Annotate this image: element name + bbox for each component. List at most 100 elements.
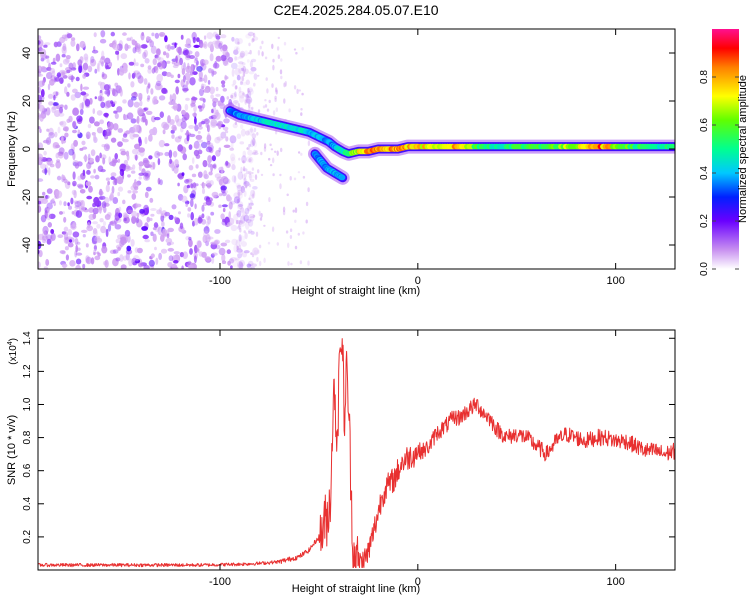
noise-speckle xyxy=(73,200,79,204)
noise-speckle xyxy=(178,46,182,56)
noise-speckle xyxy=(189,248,193,255)
noise-speckle xyxy=(52,57,56,63)
noise-speckle xyxy=(101,246,108,254)
noise-speckle xyxy=(63,226,69,232)
noise-speckle xyxy=(194,116,197,125)
faint-speckle xyxy=(294,207,298,214)
noise-speckle xyxy=(244,94,249,98)
heatmap-xtick-label: -100 xyxy=(209,275,231,287)
noise-speckle xyxy=(247,170,253,175)
noise-speckle xyxy=(192,112,198,117)
noise-speckle xyxy=(121,137,125,142)
noise-speckle xyxy=(38,153,43,161)
faint-speckle xyxy=(252,214,256,218)
noise-speckle xyxy=(133,101,140,108)
noise-speckle xyxy=(112,43,120,51)
noise-speckle xyxy=(200,218,207,225)
faint-speckle xyxy=(258,210,261,217)
noise-speckle xyxy=(189,133,196,138)
noise-speckle xyxy=(136,151,141,156)
noise-speckle xyxy=(234,257,241,261)
noise-speckle xyxy=(58,147,65,155)
noise-speckle xyxy=(67,74,73,78)
noise-speckle xyxy=(166,60,171,64)
noise-speckle xyxy=(182,50,189,56)
noise-speckle xyxy=(127,174,131,178)
noise-speckle xyxy=(85,181,92,187)
noise-speckle xyxy=(38,86,41,94)
faint-speckle xyxy=(252,32,256,38)
noise-speckle xyxy=(250,140,255,148)
noise-speckle xyxy=(198,122,202,127)
noise-speckle xyxy=(54,110,61,117)
noise-speckle xyxy=(134,203,142,208)
noise-speckle xyxy=(99,218,104,223)
faint-speckle xyxy=(247,87,250,93)
noise-speckle xyxy=(138,172,144,176)
noise-speckle xyxy=(134,143,141,150)
noise-speckle xyxy=(223,178,231,185)
ridge-cell xyxy=(669,143,675,150)
noise-speckle xyxy=(224,61,229,66)
noise-speckle xyxy=(76,43,80,52)
noise-speckle xyxy=(92,207,99,215)
noise-speckle xyxy=(243,190,247,197)
noise-speckle xyxy=(248,174,255,179)
noise-speckle xyxy=(40,163,47,170)
noise-speckle xyxy=(100,154,107,160)
noise-speckle xyxy=(88,185,93,193)
noise-speckle xyxy=(187,213,191,218)
noise-speckle xyxy=(83,53,89,61)
faint-speckle xyxy=(292,209,295,213)
noise-speckle xyxy=(54,131,58,138)
noise-speckle xyxy=(220,80,226,85)
faint-speckle xyxy=(285,230,289,234)
faint-speckle xyxy=(249,49,252,55)
snr-multiplier-close: ) xyxy=(8,338,19,341)
noise-speckle xyxy=(245,33,252,39)
noise-speckle xyxy=(215,149,221,157)
noise-speckle xyxy=(114,113,119,119)
noise-speckle xyxy=(117,128,124,133)
noise-speckle xyxy=(156,73,163,83)
faint-speckle xyxy=(242,92,245,96)
noise-speckle xyxy=(171,124,177,131)
noise-speckle xyxy=(212,62,220,69)
noise-speckle xyxy=(61,72,66,77)
faint-speckle xyxy=(277,54,281,59)
noise-speckle xyxy=(49,78,55,86)
noise-speckle xyxy=(93,245,97,250)
noise-speckle xyxy=(199,97,205,101)
noise-speckle xyxy=(93,32,97,38)
faint-speckle xyxy=(301,92,304,96)
noise-speckle xyxy=(202,182,206,189)
noise-speckle xyxy=(88,157,94,164)
noise-speckle xyxy=(68,239,73,243)
noise-speckle xyxy=(150,208,157,211)
noise-speckle xyxy=(129,36,133,42)
noise-speckle xyxy=(239,95,245,103)
noise-speckle xyxy=(138,262,144,268)
noise-speckle xyxy=(72,151,76,161)
noise-speckle xyxy=(242,65,246,74)
noise-speckle xyxy=(77,184,84,189)
noise-speckle xyxy=(101,73,108,80)
noise-speckle xyxy=(198,70,203,80)
faint-speckle xyxy=(261,40,264,45)
noise-speckle xyxy=(94,68,98,74)
noise-speckle xyxy=(47,93,54,99)
snr-ytick-label: 0.6 xyxy=(22,463,33,477)
noise-speckle xyxy=(239,52,245,59)
noise-speckle xyxy=(198,77,203,83)
noise-speckle xyxy=(138,92,143,102)
noise-speckle xyxy=(142,172,149,177)
noise-speckle xyxy=(229,147,235,151)
noise-speckle xyxy=(123,159,128,166)
noise-speckle xyxy=(119,168,125,177)
noise-speckle xyxy=(193,255,197,264)
noise-speckle xyxy=(245,96,253,105)
noise-speckle xyxy=(133,91,137,95)
noise-speckle xyxy=(82,86,90,90)
noise-speckle xyxy=(193,105,197,113)
noise-speckle xyxy=(251,133,257,139)
